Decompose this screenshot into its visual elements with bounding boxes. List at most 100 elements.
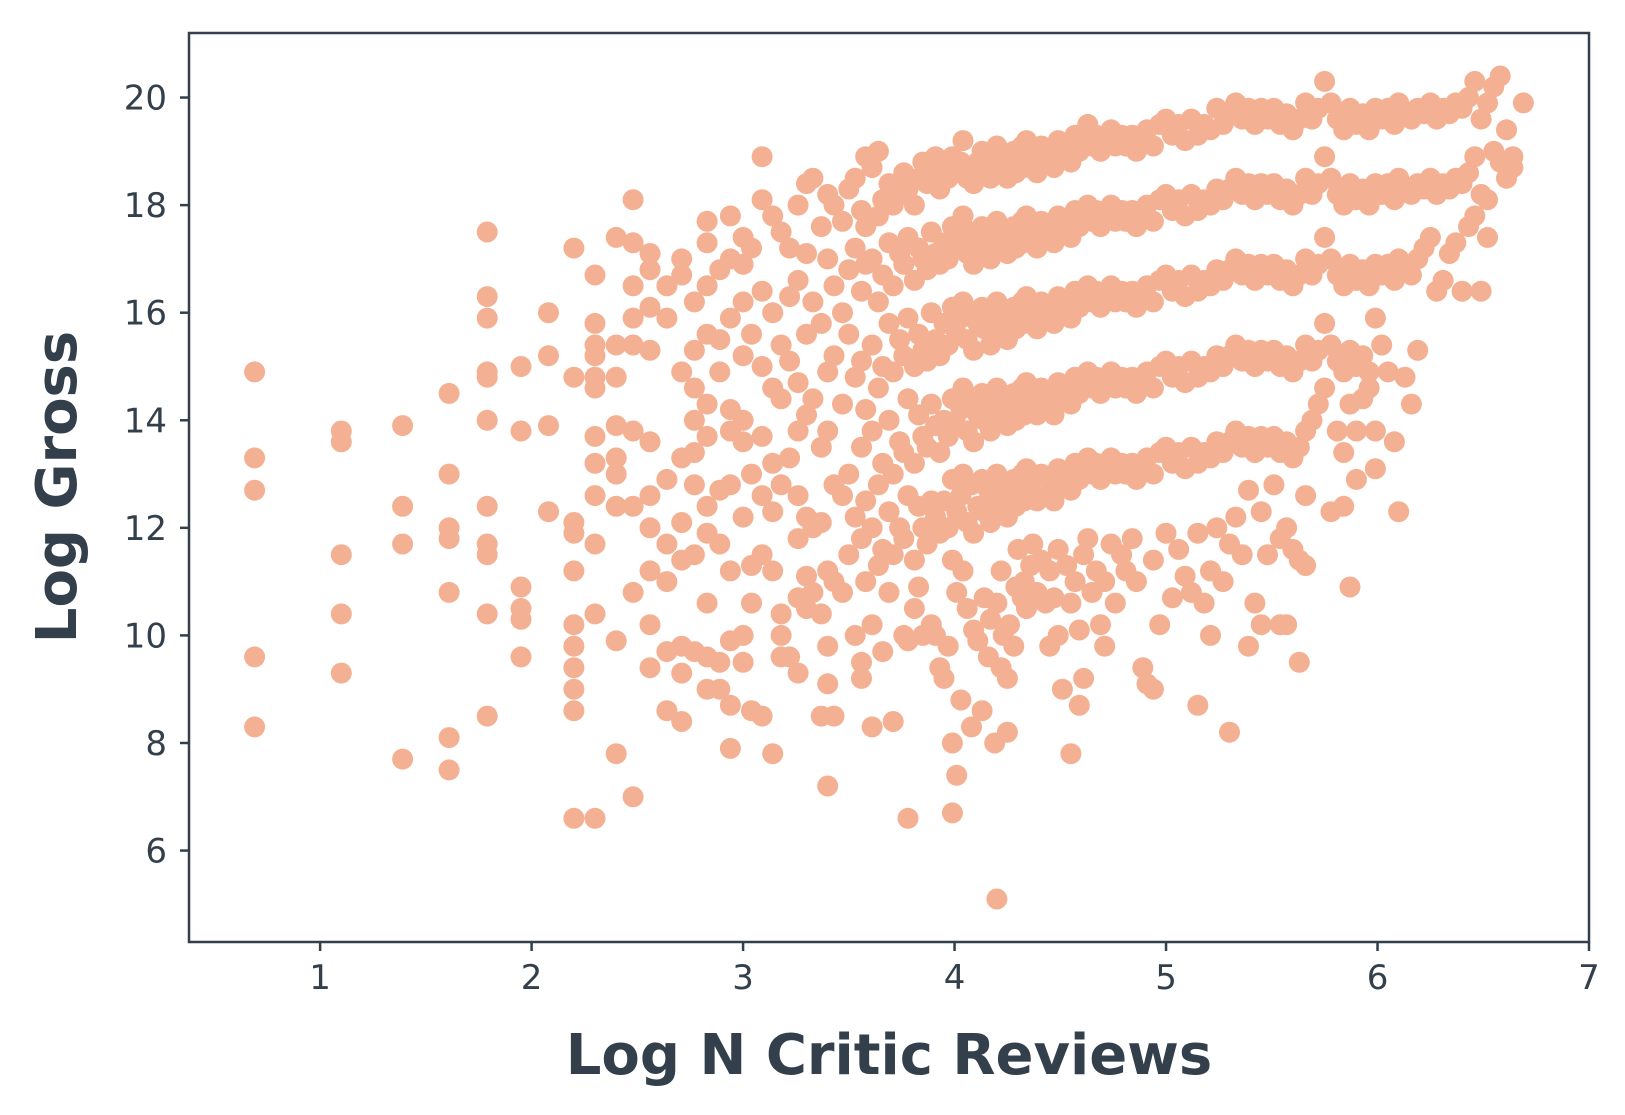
data-point bbox=[1068, 694, 1090, 716]
data-point bbox=[844, 366, 866, 388]
y-tick-label: 16 bbox=[124, 294, 167, 334]
data-point bbox=[622, 420, 644, 442]
data-point bbox=[622, 786, 644, 808]
data-point bbox=[1320, 167, 1342, 189]
data-point bbox=[622, 189, 644, 211]
data-point bbox=[438, 759, 460, 781]
data-point bbox=[696, 592, 718, 614]
data-point bbox=[656, 700, 678, 722]
data-point bbox=[639, 517, 661, 539]
data-point bbox=[1352, 345, 1374, 367]
data-point bbox=[1142, 678, 1164, 700]
data-point bbox=[817, 420, 839, 442]
data-point bbox=[838, 544, 860, 566]
data-point bbox=[605, 495, 627, 517]
data-point bbox=[1364, 420, 1386, 442]
data-point bbox=[563, 366, 585, 388]
data-point bbox=[1094, 635, 1116, 657]
data-point bbox=[1132, 657, 1154, 679]
data-point bbox=[1314, 70, 1336, 92]
data-point bbox=[878, 312, 900, 334]
data-point bbox=[796, 404, 817, 426]
data-point bbox=[1077, 528, 1099, 550]
data-point bbox=[1458, 162, 1479, 184]
x-tick-label: 3 bbox=[732, 958, 754, 998]
data-point bbox=[908, 576, 930, 598]
data-point bbox=[584, 312, 606, 334]
data-point bbox=[867, 205, 889, 227]
data-point bbox=[671, 711, 693, 732]
data-point bbox=[1149, 614, 1171, 636]
data-point bbox=[244, 479, 266, 501]
data-point bbox=[1060, 743, 1082, 765]
data-point bbox=[392, 533, 414, 555]
data-point bbox=[779, 447, 801, 469]
data-point bbox=[1276, 517, 1298, 539]
data-point bbox=[1212, 571, 1234, 593]
data-point bbox=[1016, 598, 1037, 619]
data-point bbox=[861, 716, 883, 738]
data-point bbox=[563, 807, 585, 829]
plot-area-frame bbox=[187, 31, 1591, 944]
data-point bbox=[1458, 87, 1479, 108]
data-point bbox=[1400, 393, 1422, 415]
data-point bbox=[732, 651, 754, 673]
data-point bbox=[963, 522, 985, 544]
data-point bbox=[244, 361, 266, 383]
data-point bbox=[1345, 420, 1367, 442]
data-point bbox=[438, 727, 460, 749]
data-point bbox=[882, 361, 904, 383]
data-point bbox=[1121, 528, 1143, 550]
x-tick-label: 6 bbox=[1367, 958, 1389, 998]
data-point bbox=[639, 243, 661, 264]
data-point bbox=[832, 210, 853, 232]
data-point bbox=[741, 237, 762, 259]
data-point bbox=[1451, 280, 1473, 302]
data-point bbox=[639, 614, 661, 636]
data-point bbox=[696, 495, 718, 517]
data-point bbox=[851, 436, 872, 458]
data-point bbox=[878, 501, 900, 523]
y-tick-label: 12 bbox=[124, 509, 167, 549]
data-point bbox=[683, 377, 705, 399]
data-point bbox=[838, 323, 860, 345]
data-point bbox=[867, 291, 889, 313]
data-point bbox=[656, 533, 678, 555]
data-point bbox=[1142, 463, 1164, 485]
data-point bbox=[770, 603, 792, 625]
data-point bbox=[639, 485, 661, 507]
data-point bbox=[584, 425, 606, 447]
data-point bbox=[751, 189, 773, 211]
data-point bbox=[538, 501, 559, 523]
data-point bbox=[639, 560, 661, 582]
data-point bbox=[882, 544, 904, 566]
data-point bbox=[1314, 312, 1336, 334]
data-point bbox=[882, 711, 904, 732]
data-point bbox=[810, 603, 832, 625]
data-point bbox=[605, 743, 627, 765]
data-point bbox=[605, 226, 627, 248]
y-tick-label: 20 bbox=[124, 79, 167, 119]
data-point bbox=[563, 614, 585, 636]
data-point bbox=[779, 350, 801, 372]
data-point bbox=[855, 399, 877, 420]
data-point bbox=[1345, 468, 1367, 490]
data-point bbox=[838, 259, 860, 281]
y-axis-ticks: 6 8 10 12 14 16 18 20 bbox=[124, 79, 189, 872]
data-point bbox=[817, 248, 839, 270]
data-point bbox=[796, 565, 817, 587]
data-point bbox=[933, 667, 955, 689]
data-point bbox=[1307, 393, 1329, 415]
data-point bbox=[770, 624, 792, 646]
data-point bbox=[538, 415, 559, 437]
data-point bbox=[855, 571, 877, 593]
data-point bbox=[1288, 651, 1310, 673]
data-point bbox=[1358, 361, 1380, 383]
data-point bbox=[946, 581, 968, 603]
data-point bbox=[1200, 624, 1221, 646]
data-point bbox=[605, 463, 627, 485]
data-point bbox=[1377, 361, 1399, 383]
data-point bbox=[696, 210, 718, 232]
data-point bbox=[1142, 135, 1164, 157]
